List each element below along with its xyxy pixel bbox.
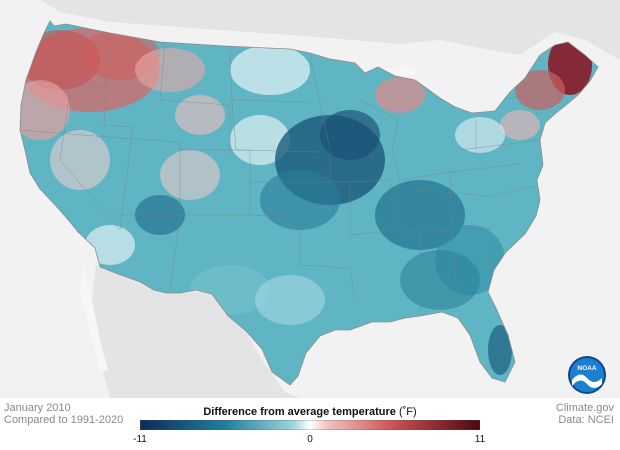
anomaly-patch — [400, 250, 480, 310]
us-map: NOAA — [0, 0, 620, 398]
anomaly-patch — [230, 45, 310, 95]
gulf-of-california — [80, 268, 108, 372]
anomaly-patch — [20, 30, 100, 90]
anomaly-patch — [160, 150, 220, 200]
lake-superior — [365, 66, 418, 80]
anomaly-patch — [455, 117, 505, 153]
map-footer: January 2010 Compared to 1991-2020 Diffe… — [0, 398, 620, 450]
anomaly-patch — [20, 80, 70, 140]
legend-mid-label: 0 — [307, 434, 313, 445]
legend-max-label: 11 — [474, 434, 486, 445]
map-comparison-period: Compared to 1991-2020 — [4, 414, 124, 426]
anomaly-patch — [500, 110, 540, 140]
anomaly-patch — [375, 180, 465, 250]
anomaly-patch — [515, 70, 565, 110]
anomaly-patch — [488, 325, 512, 375]
noaa-logo-text: NOAA — [577, 365, 596, 372]
source-site: Climate.gov — [555, 402, 614, 414]
map-date: January 2010 — [4, 402, 71, 414]
anomaly-patch — [135, 48, 205, 92]
legend-color-bar — [140, 420, 480, 430]
anomaly-patch — [85, 225, 135, 265]
anomaly-patch — [175, 95, 225, 135]
temperature-anomaly-map: NOAA — [0, 0, 620, 398]
anomaly-patch — [230, 115, 290, 165]
anomaly-patch — [375, 77, 425, 113]
legend-unit: (˚F) — [398, 406, 417, 418]
anomaly-patch — [50, 130, 110, 190]
legend-title-text: Difference from average temperature — [203, 406, 396, 418]
canada-landmass — [40, 0, 620, 60]
anomaly-patch — [255, 275, 325, 325]
mexico-landmass — [92, 265, 300, 398]
noaa-logo-icon: NOAA — [568, 356, 606, 394]
state-borders — [19, 32, 561, 313]
legend-min-label: -11 — [133, 434, 147, 445]
legend-title: Difference from average temperature (˚F) — [140, 406, 480, 418]
data-source: Data: NCEI — [558, 414, 614, 426]
anomaly-patch — [320, 110, 380, 160]
anomaly-patch — [260, 170, 340, 230]
